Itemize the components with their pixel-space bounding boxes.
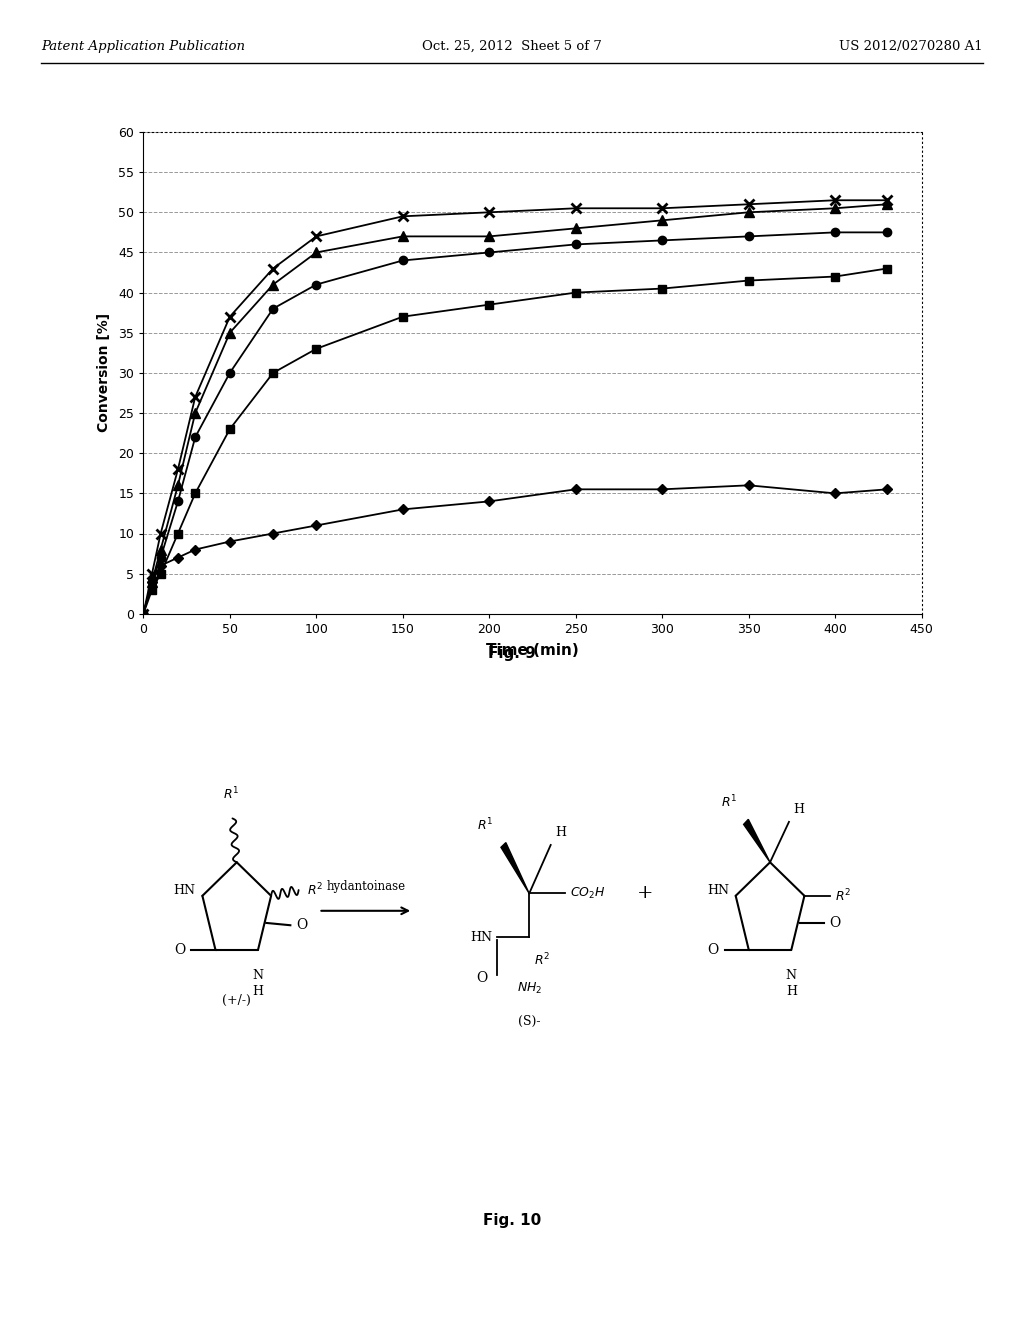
Text: Fig. 9: Fig. 9 (488, 645, 536, 661)
Text: H: H (785, 985, 797, 998)
Text: O: O (296, 919, 307, 932)
Text: $CO_2H$: $CO_2H$ (569, 886, 605, 902)
Text: Patent Application Publication: Patent Application Publication (41, 40, 245, 53)
Text: US 2012/0270280 A1: US 2012/0270280 A1 (840, 40, 983, 53)
X-axis label: Time (min): Time (min) (486, 643, 579, 657)
Text: HN: HN (707, 883, 729, 896)
Text: H: H (555, 826, 566, 840)
Text: N: N (253, 969, 263, 982)
Text: (+/-): (+/-) (222, 994, 251, 1007)
Text: N: N (785, 969, 797, 982)
Text: $R^1$: $R^1$ (721, 793, 737, 810)
Polygon shape (743, 820, 770, 862)
Text: (S)-: (S)- (518, 1015, 541, 1028)
Text: hydantoinase: hydantoinase (327, 880, 406, 894)
Polygon shape (501, 842, 529, 894)
Text: H: H (794, 803, 804, 816)
Text: O: O (174, 942, 185, 957)
Text: HN: HN (173, 883, 196, 896)
Text: O: O (476, 970, 487, 985)
Text: $NH_2$: $NH_2$ (516, 981, 542, 997)
Text: HN: HN (470, 931, 493, 944)
Text: $R^2$: $R^2$ (307, 882, 324, 899)
Text: O: O (829, 916, 841, 929)
Text: Fig. 10: Fig. 10 (483, 1213, 541, 1229)
Y-axis label: Conversion [%]: Conversion [%] (97, 313, 112, 433)
Text: O: O (708, 942, 719, 957)
Text: $R^2$: $R^2$ (534, 952, 550, 968)
Text: Oct. 25, 2012  Sheet 5 of 7: Oct. 25, 2012 Sheet 5 of 7 (422, 40, 602, 53)
Text: +: + (637, 884, 653, 903)
Text: $R^1$: $R^1$ (223, 785, 240, 803)
Text: H: H (253, 985, 263, 998)
Text: $R^1$: $R^1$ (477, 817, 494, 833)
Text: $R^2$: $R^2$ (836, 887, 852, 904)
